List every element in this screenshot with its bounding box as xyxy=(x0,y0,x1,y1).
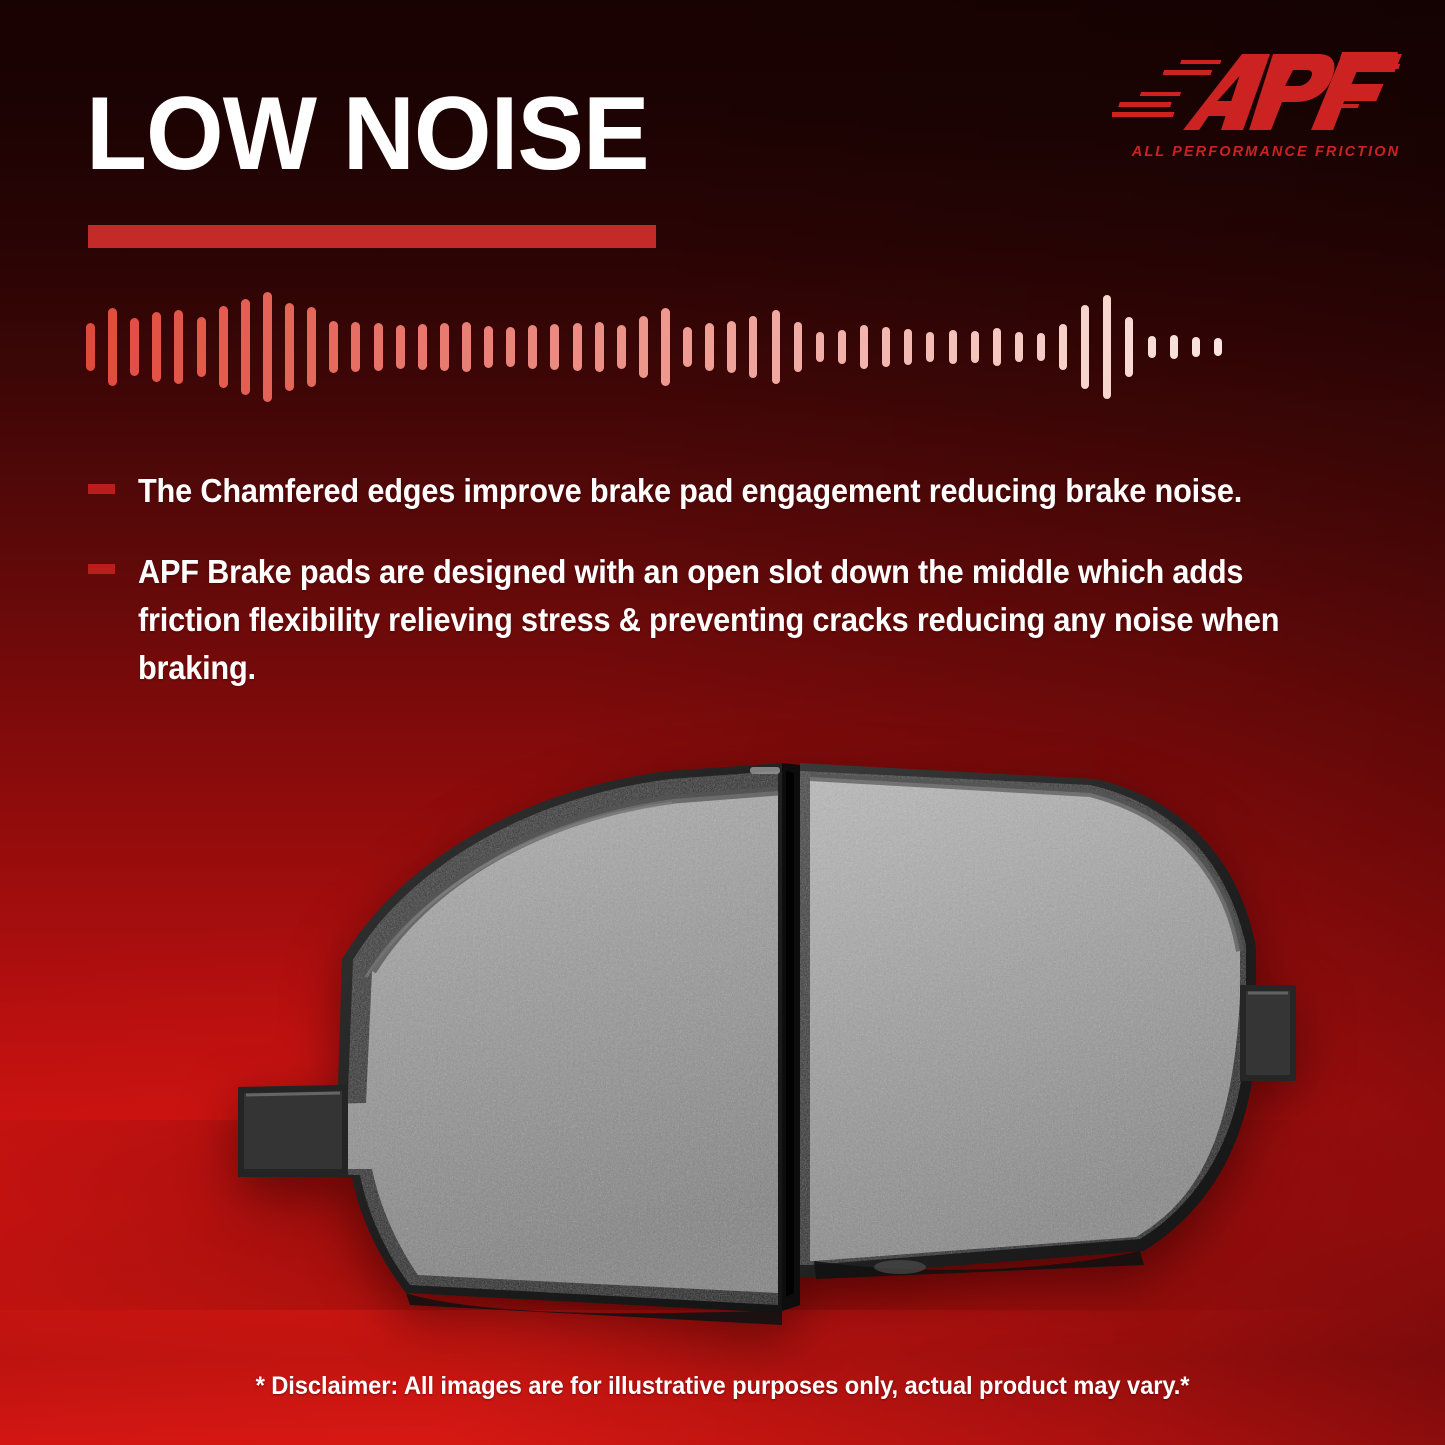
brake-pad-left-half xyxy=(238,763,782,1325)
waveform-bar xyxy=(1191,337,1200,357)
waveform-bar xyxy=(970,331,979,363)
waveform-bar xyxy=(771,310,780,384)
waveform-bar xyxy=(86,323,95,371)
waveform-bar xyxy=(837,330,846,364)
brake-pad-photo xyxy=(110,745,1310,1345)
brake-pad-right-half xyxy=(800,763,1296,1279)
apf-speed-logo-icon xyxy=(1112,52,1402,130)
waveform-bar xyxy=(439,323,449,371)
brand-logo: ALL PERFORMANCE FRICTION xyxy=(1112,46,1402,176)
waveform-bar xyxy=(1059,324,1068,370)
waveform-bar xyxy=(661,308,670,386)
waveform-bar xyxy=(130,318,140,376)
title-underline-bar xyxy=(88,225,656,248)
dash-marker-icon xyxy=(88,484,115,494)
waveform-bar xyxy=(461,322,471,372)
waveform-bar xyxy=(1213,338,1222,356)
waveform-bar xyxy=(948,330,957,364)
waveform-bar xyxy=(262,292,272,402)
brake-pad-illustration xyxy=(238,763,1296,1325)
waveform-bar xyxy=(307,307,317,387)
feature-list: The Chamfered edges improve brake pad en… xyxy=(86,468,1376,726)
waveform-bar xyxy=(860,325,869,369)
waveform-bar xyxy=(616,325,626,369)
waveform-bar xyxy=(992,328,1001,366)
waveform-bar xyxy=(793,322,802,372)
waveform-bar xyxy=(1081,305,1090,389)
waveform-bar xyxy=(285,303,295,391)
waveform-bar xyxy=(815,332,824,362)
waveform-bar xyxy=(572,323,582,371)
waveform-bar xyxy=(904,329,913,365)
waveform-bar xyxy=(550,324,560,370)
waveform-bar xyxy=(240,299,250,395)
disclaimer-text: * Disclaimer: All images are for illustr… xyxy=(255,1372,1190,1400)
waveform-bar xyxy=(395,325,405,369)
waveform-bar xyxy=(1147,336,1156,358)
waveform-bar xyxy=(218,306,228,388)
waveform-bar xyxy=(1125,317,1134,377)
waveform-bar xyxy=(174,310,184,384)
dash-marker-icon xyxy=(88,564,115,574)
waveform-bar xyxy=(638,316,648,378)
waveform-bar xyxy=(1103,295,1112,399)
waveform-bar xyxy=(196,317,206,377)
waveform-bar xyxy=(108,308,118,386)
waveform-bar xyxy=(484,326,494,368)
waveform-bar xyxy=(683,327,693,367)
waveform-bar xyxy=(882,327,891,367)
brake-pad-center-slot xyxy=(782,763,800,1311)
waveform-bar xyxy=(417,324,427,370)
waveform-bar xyxy=(1014,332,1023,362)
waveform-bar xyxy=(373,323,383,371)
waveform-bar xyxy=(506,327,516,367)
list-item-label: APF Brake pads are designed with an open… xyxy=(138,553,1280,686)
waveform-bar xyxy=(1169,335,1178,359)
waveform-bar xyxy=(152,312,162,382)
waveform-bar xyxy=(528,325,538,369)
waveform-bar xyxy=(749,316,758,378)
waveform-bar xyxy=(594,322,604,372)
list-item: APF Brake pads are designed with an open… xyxy=(86,548,1376,692)
brand-tagline: ALL PERFORMANCE FRICTION xyxy=(1131,144,1401,160)
brake-pad-figure xyxy=(110,745,1310,1345)
list-item: The Chamfered edges improve brake pad en… xyxy=(86,468,1376,514)
waveform-bar xyxy=(329,321,339,373)
waveform-bar xyxy=(705,323,715,371)
waveform-bar xyxy=(1036,333,1045,361)
audio-waveform-icon xyxy=(86,292,1236,402)
list-item-label: The Chamfered edges improve brake pad en… xyxy=(138,472,1243,509)
page-title: LOW NOISE xyxy=(86,76,650,192)
waveform-bar xyxy=(351,322,361,372)
waveform-bar xyxy=(727,321,737,373)
waveform-bar xyxy=(926,332,935,362)
